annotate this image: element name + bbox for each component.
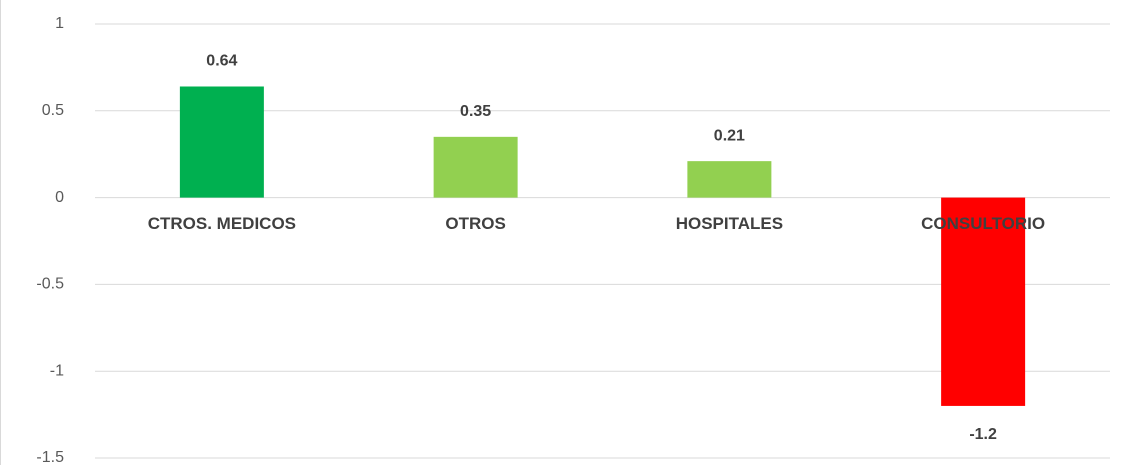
bar bbox=[941, 197, 1026, 406]
y-tick-label: 0.5 bbox=[42, 102, 64, 119]
bar bbox=[433, 136, 518, 198]
y-tick-label: -0.5 bbox=[36, 276, 64, 293]
x-tick-label: HOSPITALES bbox=[676, 214, 783, 233]
data-label: 0.35 bbox=[460, 103, 491, 120]
y-tick-label: 0 bbox=[55, 189, 64, 206]
data-label: -1.2 bbox=[969, 426, 997, 443]
x-tick-label: CONSULTORIO bbox=[921, 214, 1045, 233]
data-label: 0.21 bbox=[714, 127, 745, 144]
x-tick-label: CTROS. MEDICOS bbox=[148, 214, 296, 233]
y-tick-label: -1.5 bbox=[36, 449, 64, 465]
x-tick-label: OTROS bbox=[445, 214, 505, 233]
y-tick-label: -1 bbox=[50, 362, 64, 379]
bar bbox=[687, 161, 772, 198]
bar bbox=[179, 86, 264, 198]
y-tick-label: 1 bbox=[55, 15, 64, 32]
data-label: 0.64 bbox=[206, 53, 237, 70]
